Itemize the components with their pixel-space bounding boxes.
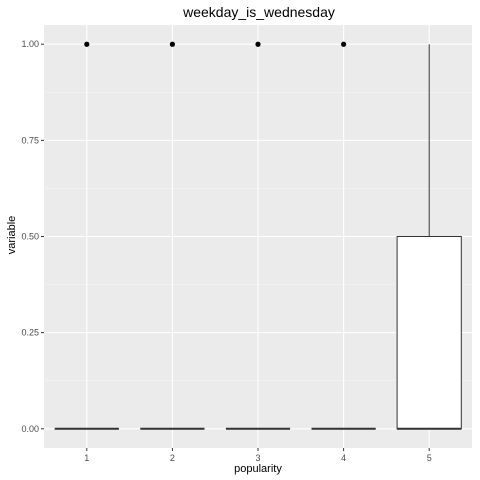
y-tick-label: 0.75 — [21, 135, 39, 145]
x-tick-label: 1 — [84, 453, 89, 463]
y-axis: 0.00 0.25 0.50 0.75 1.00 — [21, 39, 44, 434]
y-tick-label: 0.25 — [21, 328, 39, 338]
boxplot-4 — [311, 41, 376, 430]
x-axis-label: popularity — [234, 463, 282, 475]
boxplots — [54, 41, 462, 430]
box — [396, 236, 462, 430]
y-tick-label: 0.50 — [21, 232, 39, 242]
outlier-point — [84, 41, 90, 47]
x-tick-label: 5 — [427, 453, 432, 463]
boxplot-5 — [396, 44, 462, 430]
boxplot-2 — [140, 41, 205, 430]
boxplot-1 — [54, 41, 119, 430]
boxplot-3 — [225, 41, 291, 430]
chart-title: weekday_is_wednesday — [182, 4, 335, 20]
outlier-point — [255, 41, 261, 47]
outlier-point — [341, 41, 347, 47]
x-axis: 1 2 3 4 5 — [84, 448, 432, 463]
outlier-point — [169, 41, 175, 47]
y-tick-label: 1.00 — [21, 39, 39, 49]
y-tick-label: 0.00 — [21, 424, 39, 434]
y-axis-label: variable — [6, 216, 18, 255]
x-tick-label: 2 — [170, 453, 175, 463]
x-tick-label: 4 — [341, 453, 346, 463]
x-tick-label: 3 — [255, 453, 260, 463]
